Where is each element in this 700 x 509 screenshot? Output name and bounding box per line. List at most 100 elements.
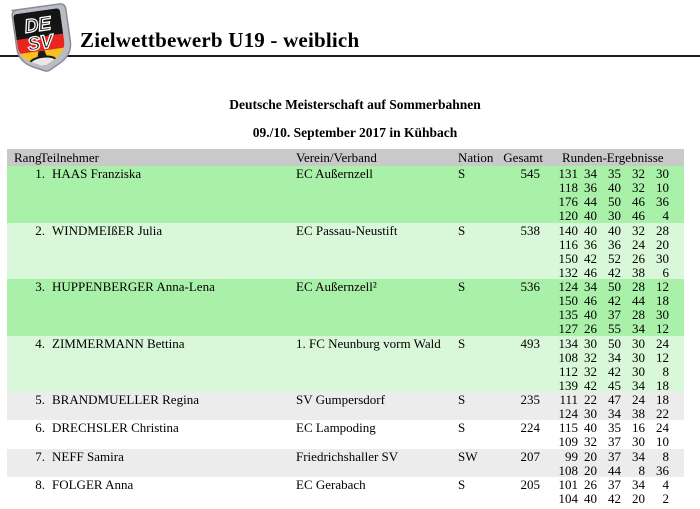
name-cell: HUPPENBERGER Anna-Lena [52, 279, 215, 294]
round-results: 124 34 50 28 12 150 46 42 44 18 135 40 37 28 30 127 26 55… [545, 279, 670, 337]
round-value: 34 [608, 406, 621, 422]
round-value: 30 [632, 349, 645, 365]
round-result-line: 108 32 34 30 12 [545, 349, 670, 365]
round-value: 44 [632, 293, 645, 309]
round-value: 30 [584, 406, 597, 422]
round-result-line: 132 46 42 38 6 [545, 264, 670, 280]
round-value: 32 [584, 434, 597, 450]
round-results: 140 40 40 32 28 116 36 36 24 20 150 42 52 26 30 132 46 42… [545, 222, 670, 281]
round-value: 35 [608, 166, 621, 181]
round-value: 44 [584, 194, 597, 210]
round-value: 47 [608, 392, 621, 407]
round-results: 115 40 35 16 24 109 32 37 30 10 [545, 421, 670, 450]
round-result-line: 124 30 34 38 22 [545, 406, 670, 422]
round-value: 4 [662, 476, 670, 492]
round-value: 134 [558, 335, 579, 351]
round-value: 55 [608, 321, 621, 337]
round-results: 111 22 47 24 18 124 30 34 38 22 [545, 392, 670, 422]
round-value: 99 [565, 448, 578, 464]
round-result-line: 99 20 37 34 8 [545, 448, 670, 464]
name-cell: NEFF Samira [52, 448, 124, 464]
round-value: 10 [656, 180, 669, 196]
rank-cell: 5. [35, 392, 45, 407]
round-value: 118 [558, 180, 578, 196]
round-value: 40 [584, 490, 597, 506]
round-result-line: 115 40 35 16 24 [545, 421, 669, 435]
round-value: 40 [608, 180, 621, 196]
round-result-line: 120 40 30 46 4 [545, 208, 670, 224]
round-value: 109 [558, 434, 579, 450]
round-value: 12 [656, 279, 669, 294]
round-value: 32 [584, 363, 597, 379]
round-value: 22 [656, 406, 669, 422]
nation-cell: S [458, 222, 466, 238]
rank-cell: 4. [35, 335, 45, 351]
round-result-line: 111 22 47 24 18 [545, 392, 669, 407]
table-row: 1. HAAS Franziska EC Außernzell S 545 131 34 35… [7, 166, 684, 223]
round-value: 40 [584, 307, 597, 323]
total-cell: 545 [520, 166, 541, 181]
round-value: 28 [632, 307, 645, 323]
round-value: 132 [558, 264, 579, 280]
round-result-line: 104 40 42 20 2 [545, 490, 670, 506]
round-value: 112 [558, 363, 578, 379]
club-cell: EC Gerabach [296, 476, 366, 492]
club-cell: SV Gumpersdorf [296, 392, 385, 407]
event-date-location: 09./10. September 2017 in Kühbach [252, 125, 458, 140]
round-value: 37 [608, 307, 621, 323]
round-value: 120 [558, 208, 579, 224]
round-value: 8 [662, 448, 670, 464]
round-value: 34 [632, 321, 645, 337]
name-cell: BRANDMUELLER Regina [52, 392, 199, 407]
round-value: 20 [584, 448, 597, 464]
round-value: 150 [558, 293, 579, 309]
total-cell: 536 [520, 279, 541, 294]
round-value: 20 [584, 462, 597, 478]
round-value: 8 [638, 462, 646, 478]
round-value: 30 [656, 250, 669, 266]
table-row: 3. HUPPENBERGER Anna-Lena EC Außernzell² S 5… [7, 279, 684, 336]
round-value: 24 [632, 236, 645, 252]
rank-cell: 1. [35, 166, 45, 181]
nation-cell: S [458, 279, 466, 294]
round-result-line: 101 26 37 34 4 [545, 476, 670, 492]
round-value: 135 [558, 307, 579, 323]
club-cell: EC Lampoding [296, 420, 376, 436]
round-value: 108 [558, 462, 579, 478]
round-value: 26 [584, 321, 597, 337]
round-value: 28 [656, 222, 669, 238]
round-value: 36 [656, 462, 669, 478]
round-value: 131 [558, 166, 579, 181]
nation-cell: SW [458, 448, 478, 464]
name-cell: ZIMMERMANN Bettina [52, 335, 185, 351]
table-row: 2. WINDMEIßER Julia EC Passau-Neustift S 538… [7, 222, 684, 281]
table-row: 8. FOLGER Anna EC Gerabach S 205 101 26 37 34 4 10… [7, 476, 684, 506]
round-value: 24 [656, 420, 669, 436]
round-value: 18 [656, 377, 669, 393]
round-value: 40 [584, 208, 597, 224]
round-value: 150 [558, 250, 579, 266]
name-cell: DRECHSLER Christina [52, 420, 179, 436]
round-value: 50 [608, 335, 621, 351]
round-value: 8 [662, 363, 670, 379]
round-results: 101 26 37 34 4 104 40 42 20 2 [545, 476, 670, 506]
column-header-nation: Nation [458, 150, 494, 165]
round-value: 46 [584, 293, 597, 309]
round-value: 30 [632, 363, 645, 379]
name-cell: WINDMEIßER Julia [52, 222, 163, 238]
round-results: 134 30 50 30 24 108 32 34 30 12 112 32 42 30 8 139 42 45 3… [545, 335, 670, 394]
round-value: 36 [584, 180, 597, 196]
round-value: 18 [656, 293, 669, 309]
nation-cell: S [458, 420, 466, 436]
round-value: 34 [584, 279, 597, 294]
table-row: 7. NEFF Samira Friedrichshaller SV SW 207 99 2… [7, 448, 684, 478]
round-results: 131 34 35 32 30 118 36 40 32 10 176 44 50 46 36 120 40 30… [545, 166, 670, 224]
round-value: 46 [632, 208, 645, 224]
round-value: 44 [608, 462, 621, 478]
page-title: Zielwettbewerb U19 - weiblich [80, 28, 360, 52]
round-value: 36 [584, 236, 597, 252]
round-value: 32 [632, 180, 645, 196]
round-value: 38 [632, 264, 645, 280]
round-value: 26 [584, 476, 597, 492]
